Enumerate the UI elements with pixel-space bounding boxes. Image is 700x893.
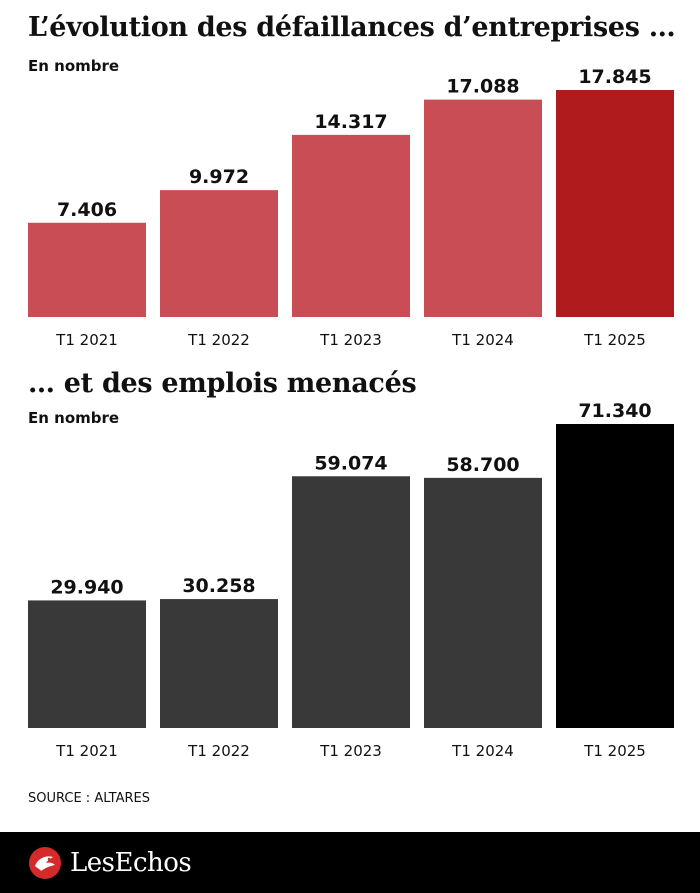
category-label: T1 2025 (583, 742, 646, 760)
source-note: SOURCE : ALTARES (28, 791, 150, 806)
category-label: T1 2024 (451, 742, 514, 760)
value-label: 14.317 (314, 111, 387, 133)
bar-t1-2024 (424, 99, 542, 317)
category-label: T1 2022 (187, 742, 250, 760)
bar-t1-2022 (160, 599, 278, 728)
brand-name: LesEchos (70, 848, 192, 878)
bar-t1-2023 (292, 134, 410, 317)
bar-t1-2024 (424, 477, 542, 728)
bar-t1-2023 (292, 476, 410, 728)
brand-logo[interactable]: LesEchos (28, 846, 192, 880)
chart-title-emplois: … et des emplois menacés (28, 368, 417, 399)
value-label: 58.700 (446, 454, 519, 476)
footer-bar: LesEchos (0, 832, 700, 893)
value-label: 59.074 (314, 452, 387, 474)
les-echos-logo-icon (29, 847, 61, 879)
category-label: T1 2021 (55, 742, 118, 760)
bar-t1-2021 (28, 600, 146, 728)
bar-chart-defaillances: 7.406 T1 2021 9.972 T1 2022 14.317 T1 2023 17.… (28, 66, 674, 349)
category-label: T1 2023 (319, 331, 382, 349)
category-label: T1 2022 (187, 331, 250, 349)
bar-t1-2025 (556, 90, 674, 317)
category-label: T1 2023 (319, 742, 382, 760)
bar-t1-2021 (28, 222, 146, 317)
value-label: 30.258 (182, 575, 255, 597)
bar-chart-emplois: 29.940 T1 2021 30.258 T1 2022 59.074 T1 2023 5… (28, 400, 674, 760)
unit-label-emplois: En nombre (28, 409, 120, 427)
unit-label-defaillances: En nombre (28, 57, 120, 75)
value-label: 29.940 (50, 576, 123, 598)
category-label: T1 2024 (451, 331, 514, 349)
value-label: 9.972 (189, 166, 249, 188)
category-label: T1 2021 (55, 331, 118, 349)
value-label: 17.845 (578, 66, 651, 88)
value-label: 17.088 (446, 76, 519, 98)
value-label: 7.406 (57, 199, 117, 221)
bar-t1-2022 (160, 190, 278, 317)
value-label: 71.340 (578, 400, 651, 422)
chart-title-defaillances: L’évolution des défaillances d’entrepris… (28, 12, 676, 43)
category-label: T1 2025 (583, 331, 646, 349)
bar-t1-2025 (556, 424, 674, 728)
